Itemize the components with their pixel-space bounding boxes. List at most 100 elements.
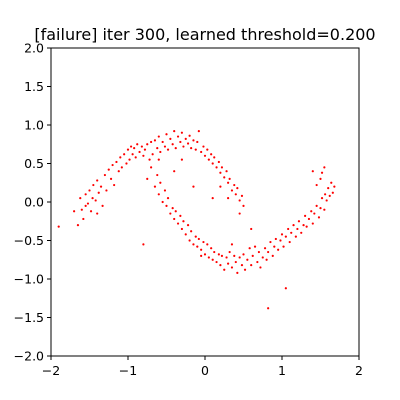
scatter-point bbox=[128, 158, 131, 161]
scatter-point bbox=[151, 153, 154, 156]
scatter-point bbox=[174, 147, 177, 150]
scatter-point bbox=[142, 154, 145, 157]
scatter-point bbox=[261, 256, 264, 259]
scatter-point bbox=[188, 134, 191, 137]
scatter-point bbox=[225, 256, 228, 259]
scatter-point bbox=[320, 197, 324, 200]
scatter-point bbox=[88, 189, 91, 192]
scatter-point bbox=[84, 204, 87, 207]
scatter-point bbox=[97, 191, 100, 194]
scatter-point bbox=[311, 170, 314, 173]
scatter-point bbox=[290, 231, 293, 234]
scatter-point bbox=[159, 150, 162, 154]
x-tick-label: 2 bbox=[355, 363, 363, 378]
y-axis: −2.0 −1.5 −1.0 −0.5 0.0 0.5 1.0 1.5 2.0 bbox=[14, 41, 51, 364]
scatter-point bbox=[284, 235, 287, 238]
scatter-point bbox=[246, 258, 249, 261]
scatter-point bbox=[196, 140, 199, 144]
scatter-point bbox=[228, 250, 231, 254]
scatter-point bbox=[217, 160, 220, 164]
scatter-point bbox=[184, 233, 187, 236]
scatter-point bbox=[219, 171, 222, 174]
scatter-point bbox=[192, 185, 195, 188]
scatter-point bbox=[243, 268, 247, 271]
scatter-point bbox=[287, 227, 290, 231]
scatter-point bbox=[305, 225, 308, 228]
scatter-point bbox=[227, 181, 230, 184]
scatter-point bbox=[150, 166, 153, 169]
scatter-point bbox=[166, 148, 170, 151]
scatter-point bbox=[230, 266, 234, 269]
scatter-point bbox=[319, 207, 322, 210]
scatter-point bbox=[161, 140, 164, 144]
scatter-point bbox=[159, 181, 162, 184]
scatter-point bbox=[163, 189, 167, 192]
scatter-point bbox=[174, 210, 177, 213]
scatter-point bbox=[220, 254, 224, 257]
scatter-point bbox=[117, 170, 120, 173]
scatter-point bbox=[190, 147, 193, 150]
scatter-point bbox=[213, 250, 216, 254]
scatter-point bbox=[307, 217, 311, 221]
scatter-point bbox=[271, 254, 274, 257]
scatter-point bbox=[179, 214, 182, 217]
scatter-point bbox=[230, 243, 234, 246]
plot-frame bbox=[50, 47, 360, 357]
scatter-point bbox=[80, 208, 83, 211]
scatter-point bbox=[126, 148, 130, 151]
scatter-point bbox=[113, 183, 116, 187]
scatter-point bbox=[238, 199, 241, 202]
scatter-point bbox=[111, 163, 114, 167]
scatter-point bbox=[188, 239, 191, 242]
scatter-point bbox=[182, 145, 185, 148]
x-tick-label: 1 bbox=[278, 363, 286, 378]
scatter-point bbox=[304, 214, 307, 217]
scatter-point bbox=[273, 245, 276, 248]
scatter-point bbox=[148, 158, 151, 161]
scatter-point bbox=[156, 147, 159, 150]
scatter-point bbox=[267, 307, 270, 310]
scatter-point bbox=[323, 166, 326, 169]
scatter-point bbox=[101, 204, 104, 207]
scatter-point bbox=[202, 145, 205, 148]
scatter-point bbox=[227, 262, 230, 265]
scatter-point bbox=[238, 212, 241, 215]
scatter-point bbox=[297, 220, 301, 223]
scatter-point bbox=[115, 160, 118, 164]
scatter-point bbox=[131, 153, 134, 156]
scatter-point bbox=[86, 202, 90, 205]
scatter-point bbox=[267, 250, 270, 254]
scatter-point bbox=[143, 148, 147, 151]
y-tick-label: 2.0 bbox=[24, 41, 44, 56]
scatter-point bbox=[233, 254, 236, 257]
scatter-point bbox=[206, 148, 209, 151]
scatter-point bbox=[292, 224, 295, 227]
scatter-point bbox=[186, 224, 190, 227]
scatter-point bbox=[248, 247, 251, 250]
scatter-point bbox=[138, 150, 141, 154]
scatter-point bbox=[171, 143, 174, 146]
scatter-point bbox=[179, 140, 182, 144]
scatter-point bbox=[94, 199, 97, 202]
scatter-point bbox=[317, 216, 321, 219]
scatter-point bbox=[233, 183, 236, 187]
scatter-point bbox=[123, 153, 126, 156]
x-tick-label: 0 bbox=[201, 363, 209, 378]
scatter-point bbox=[207, 158, 210, 161]
scatter-point bbox=[173, 217, 176, 221]
scatter-point bbox=[109, 177, 113, 180]
y-tick-label: −2.0 bbox=[14, 349, 44, 364]
scatter-point bbox=[165, 204, 168, 207]
scatter-point bbox=[242, 204, 245, 207]
scatter-point bbox=[161, 200, 164, 204]
x-tick-label: −1 bbox=[119, 363, 137, 378]
scatter-point bbox=[210, 247, 213, 250]
scatter-point bbox=[257, 250, 260, 254]
x-tick-label: −2 bbox=[42, 363, 60, 378]
scatter-points bbox=[57, 130, 336, 310]
scatter-point bbox=[296, 227, 299, 231]
scatter-point bbox=[190, 230, 193, 233]
scatter-point bbox=[180, 131, 183, 134]
scatter-point bbox=[330, 181, 333, 184]
scatter-point bbox=[196, 245, 199, 248]
